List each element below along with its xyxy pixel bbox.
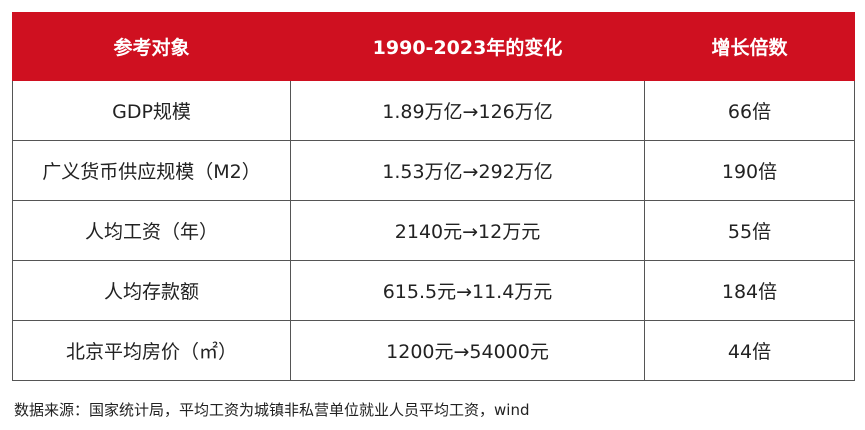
table-cell: 184倍 — [644, 260, 855, 321]
table-row: 人均工资（年） 2140元→12万元 55倍 — [12, 200, 855, 261]
table-cell: 55倍 — [644, 200, 855, 261]
table-cell: GDP规模 — [12, 80, 291, 141]
data-table: 参考对象 1990-2023年的变化 增长倍数 GDP规模 1.89万亿→126万亿 6… — [12, 12, 855, 381]
table-cell: 44倍 — [644, 320, 855, 381]
table-row: 北京平均房价（㎡） 1200元→54000元 44倍 — [12, 320, 855, 381]
table-cell: 1.53万亿→292万亿 — [290, 140, 645, 201]
table-cell: 1.89万亿→126万亿 — [290, 80, 645, 141]
header-cell: 参考对象 — [12, 12, 291, 81]
table-body: GDP规模 1.89万亿→126万亿 66倍 广义货币供应规模（M2） 1.53万亿→2… — [12, 80, 855, 381]
table-cell: 66倍 — [644, 80, 855, 141]
table-row: 广义货币供应规模（M2） 1.53万亿→292万亿 190倍 — [12, 140, 855, 201]
table-cell: 190倍 — [644, 140, 855, 201]
table-cell: 615.5元→11.4万元 — [290, 260, 645, 321]
table-cell: 1200元→54000元 — [290, 320, 645, 381]
table-row: GDP规模 1.89万亿→126万亿 66倍 — [12, 80, 855, 141]
table-cell: 2140元→12万元 — [290, 200, 645, 261]
table-row: 人均存款额 615.5元→11.4万元 184倍 — [12, 260, 855, 321]
header-row: 参考对象 1990-2023年的变化 增长倍数 — [12, 12, 855, 81]
table-cell: 广义货币供应规模（M2） — [12, 140, 291, 201]
table-cell: 北京平均房价（㎡） — [12, 320, 291, 381]
header-cell: 增长倍数 — [644, 12, 855, 81]
table-cell: 人均工资（年） — [12, 200, 291, 261]
table-cell: 人均存款额 — [12, 260, 291, 321]
header-cell: 1990-2023年的变化 — [290, 12, 645, 81]
source-note: 数据来源：国家统计局，平均工资为城镇非私营单位就业人员平均工资，wind — [14, 401, 530, 419]
table-header: 参考对象 1990-2023年的变化 增长倍数 — [12, 12, 855, 81]
